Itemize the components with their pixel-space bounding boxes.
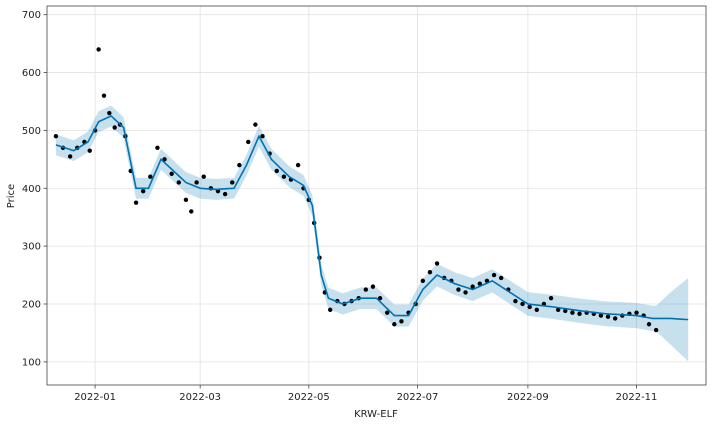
observed-point — [327, 307, 333, 312]
observed-point — [107, 110, 112, 116]
observed-point — [189, 209, 194, 214]
y-tick-label: 700 — [22, 10, 41, 21]
observed-point — [555, 307, 561, 312]
observed-point — [463, 290, 468, 295]
x-tick-label: 2022-03 — [179, 392, 221, 403]
y-tick-label: 500 — [22, 126, 41, 137]
uncertainty-band — [55, 105, 689, 362]
observed-point — [384, 310, 390, 315]
y-tick-label: 600 — [22, 68, 41, 79]
x-tick-label: 2022-07 — [397, 392, 439, 403]
uncertainty-area — [55, 105, 689, 362]
observed-point — [491, 272, 497, 278]
observed-point — [434, 261, 440, 266]
observed-point — [570, 310, 575, 315]
observed-point — [96, 47, 101, 52]
observed-point — [548, 296, 554, 301]
observed-point — [194, 180, 199, 185]
observed-point — [646, 322, 652, 327]
observed-point — [392, 322, 397, 327]
x-tick-label: 2022-05 — [288, 392, 330, 403]
observed-point — [183, 197, 189, 203]
observed-point — [169, 171, 174, 177]
observed-point — [140, 188, 146, 194]
observed-point — [563, 308, 568, 314]
observed-point — [470, 284, 475, 289]
observed-point — [527, 304, 532, 310]
x-axis-label: KRW-ELF — [354, 409, 398, 420]
y-axis-ticks: 100 200 300 400 500 600 700 — [22, 10, 47, 368]
observed-point — [201, 174, 206, 179]
observed-point — [520, 301, 525, 307]
observed-point — [498, 275, 504, 281]
observed-point — [87, 148, 92, 153]
observed-point — [513, 298, 518, 304]
observed-point — [281, 174, 287, 179]
observed-point — [176, 180, 181, 185]
observed-point — [222, 191, 228, 197]
observed-point — [112, 125, 117, 130]
observed-point — [534, 307, 539, 312]
observed-point — [237, 162, 242, 168]
observed-point — [155, 145, 160, 150]
gridlines — [47, 6, 706, 385]
observed-point — [67, 154, 73, 159]
observed-point — [274, 168, 279, 174]
plot-frame — [46, 5, 707, 386]
trend-line — [55, 114, 689, 321]
observed-point — [260, 133, 265, 139]
observed-point — [133, 200, 139, 205]
observed-point — [253, 122, 258, 127]
observed-point — [477, 281, 483, 286]
x-tick-label: 2022-09 — [507, 392, 549, 403]
observed-point — [246, 139, 251, 145]
observed-point — [363, 287, 369, 292]
observed-point — [370, 284, 376, 289]
y-tick-label: 200 — [22, 299, 41, 310]
observed-point — [230, 180, 235, 185]
observed-point — [399, 319, 404, 324]
observed-point — [427, 269, 433, 275]
observed-point — [53, 133, 59, 139]
observed-point — [377, 296, 383, 301]
observed-point — [162, 157, 167, 162]
observed-point — [598, 313, 604, 318]
x-axis-ticks: 2022-01 2022-03 2022-05 2022-07 2022-09 2022-… — [74, 385, 657, 403]
y-tick-label: 300 — [22, 242, 41, 253]
y-axis-label: Price — [6, 184, 17, 208]
y-tick-label: 400 — [22, 184, 41, 195]
observed-point — [420, 278, 426, 284]
y-tick-label: 100 — [22, 357, 41, 368]
observed-point — [612, 316, 618, 321]
observed-point — [456, 287, 461, 292]
observed-point — [653, 327, 659, 333]
observed-point — [577, 311, 582, 317]
observed-point — [148, 174, 153, 179]
x-tick-label: 2022-11 — [616, 392, 658, 403]
observed-point — [634, 310, 639, 315]
x-tick-label: 2022-01 — [74, 392, 116, 403]
observed-point — [101, 93, 107, 98]
forecast-line — [55, 114, 689, 321]
observed-point — [605, 314, 611, 319]
observed-point — [295, 162, 301, 168]
